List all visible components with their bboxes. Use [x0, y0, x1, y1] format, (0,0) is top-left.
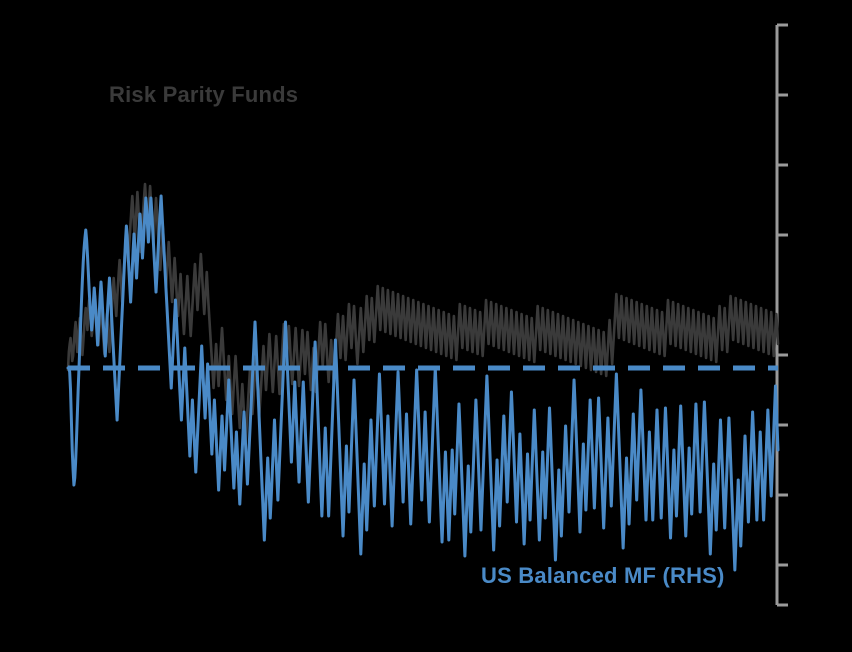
series-line-us-balanced	[66, 194, 780, 572]
us-balanced-series-label: US Balanced MF (RHS)	[481, 563, 725, 588]
series-line-risk-parity	[66, 182, 780, 444]
right-axis	[775, 23, 788, 607]
risk-parity-series-label: Risk Parity Funds	[109, 82, 299, 107]
